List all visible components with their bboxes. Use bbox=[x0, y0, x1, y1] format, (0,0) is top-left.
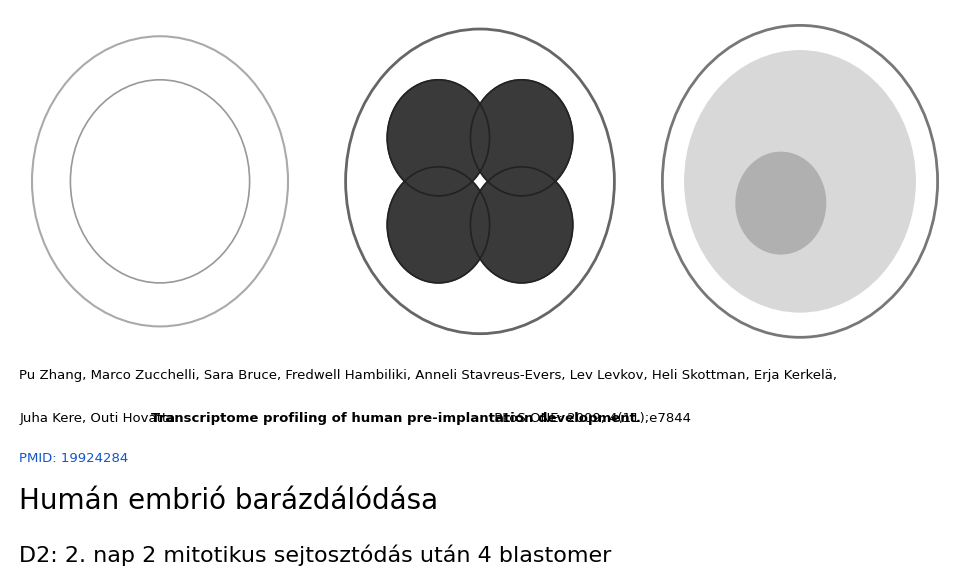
Text: Transcriptome profiling of human pre-implantation development.: Transcriptome profiling of human pre-imp… bbox=[151, 412, 640, 425]
Text: Humán embrió barázdálódása: Humán embrió barázdálódása bbox=[19, 487, 439, 515]
Text: D3: D3 bbox=[336, 25, 372, 49]
Circle shape bbox=[387, 80, 490, 196]
Circle shape bbox=[387, 167, 490, 283]
Text: D5: D5 bbox=[656, 25, 691, 49]
Circle shape bbox=[470, 80, 573, 196]
Circle shape bbox=[684, 51, 915, 312]
Text: Pu Zhang, Marco Zucchelli, Sara Bruce, Fredwell Hambiliki, Anneli Stavreus-Evers: Pu Zhang, Marco Zucchelli, Sara Bruce, F… bbox=[19, 369, 837, 383]
Circle shape bbox=[470, 167, 573, 283]
Circle shape bbox=[736, 152, 826, 254]
Text: Juha Kere, Outi Hovatta: Juha Kere, Outi Hovatta bbox=[19, 412, 180, 425]
Text: D2: 2. nap 2 mitotikus sejtosztódás után 4 blastomer: D2: 2. nap 2 mitotikus sejtosztódás után… bbox=[19, 545, 612, 566]
Text: PLoS ONE: 2009, 4(11);e7844: PLoS ONE: 2009, 4(11);e7844 bbox=[490, 412, 691, 425]
Text: PMID: 19924284: PMID: 19924284 bbox=[19, 452, 129, 464]
Text: D2: D2 bbox=[16, 25, 52, 49]
